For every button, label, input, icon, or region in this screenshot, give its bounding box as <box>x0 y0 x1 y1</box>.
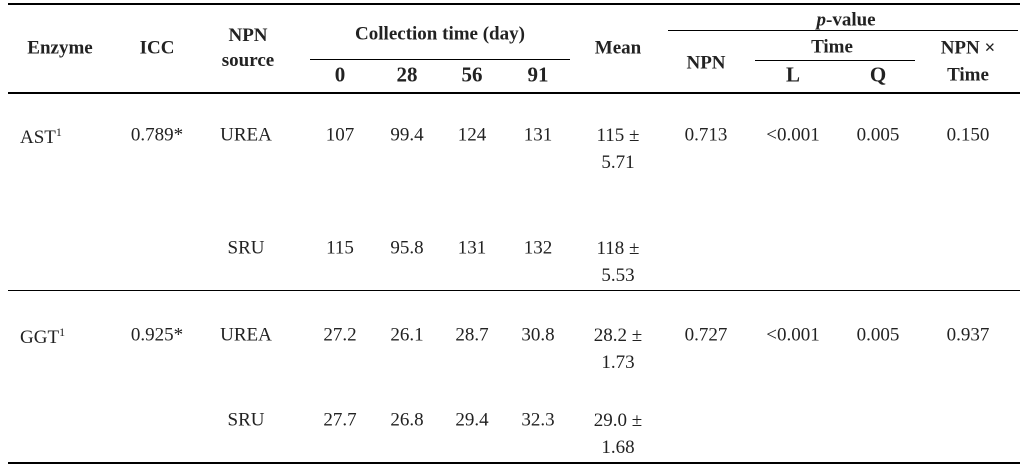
value: 26.8 <box>390 409 424 431</box>
footnote: 1 <box>55 124 62 139</box>
footnote: 1 <box>59 324 66 339</box>
value: 27.2 <box>323 324 357 346</box>
value: 26.1 <box>390 324 424 346</box>
value: 132 <box>523 237 553 259</box>
mean: 29.0 ± 1.68 <box>593 410 643 458</box>
rule <box>668 30 1018 31</box>
header-cell: Collection time (day) <box>355 23 525 45</box>
header-cell: NPN source <box>221 25 275 71</box>
enzyme: GGT1 <box>20 324 66 349</box>
header-cell: 91 <box>527 62 549 87</box>
p-npn-time: 0.150 <box>946 124 990 146</box>
p-linear: <0.001 <box>766 324 820 346</box>
header-cell: p <box>816 9 827 31</box>
mean: 118 ± 5.53 <box>596 238 640 286</box>
header-cell: 0 <box>334 62 346 87</box>
header-cell: L <box>785 62 801 87</box>
p-npn: 0.727 <box>684 324 728 346</box>
header-cell: NPN <box>686 52 726 74</box>
header-cell: ICC <box>139 37 175 59</box>
source: SRU <box>227 237 265 259</box>
header-cell: 56 <box>461 62 483 87</box>
rule <box>755 60 915 61</box>
value: 27.7 <box>323 409 357 431</box>
p-npn-time: 0.937 <box>946 324 990 346</box>
rule <box>8 290 1020 291</box>
header-cell: Q <box>869 62 887 87</box>
value: 131 <box>457 237 487 259</box>
p-quadratic: 0.005 <box>856 124 900 146</box>
value: 28.7 <box>455 324 489 346</box>
mean: 28.2 ± 1.73 <box>593 325 643 373</box>
header-cell: Enzyme <box>27 37 93 59</box>
p-npn: 0.713 <box>684 124 728 146</box>
rule <box>8 462 1020 464</box>
value: 115 <box>326 237 354 259</box>
value: 99.4 <box>390 124 424 146</box>
p-linear: <0.001 <box>766 124 820 146</box>
source: UREA <box>220 324 272 346</box>
value: 131 <box>523 124 553 146</box>
source: UREA <box>220 124 272 146</box>
icc: 0.925* <box>130 324 184 346</box>
value: 29.4 <box>455 409 489 431</box>
header-cell: Time <box>947 64 989 86</box>
value: 95.8 <box>390 237 424 259</box>
mean: 115 ± 5.71 <box>596 125 640 173</box>
p-quadratic: 0.005 <box>856 324 900 346</box>
enzyme: AST1 <box>20 124 62 149</box>
source: SRU <box>227 409 265 431</box>
header-cell: NPN × <box>940 37 996 59</box>
value: 32.3 <box>521 409 555 431</box>
header-cell: -value <box>826 9 876 31</box>
icc: 0.789* <box>130 124 184 146</box>
header-cell: 28 <box>396 62 418 87</box>
value: 124 <box>457 124 487 146</box>
value: 107 <box>325 124 355 146</box>
value: 30.8 <box>521 324 555 346</box>
rule <box>310 59 570 60</box>
rule <box>8 92 1020 94</box>
header-cell: Mean <box>594 37 642 59</box>
header-cell: Time <box>811 36 853 58</box>
rule <box>8 3 1020 5</box>
